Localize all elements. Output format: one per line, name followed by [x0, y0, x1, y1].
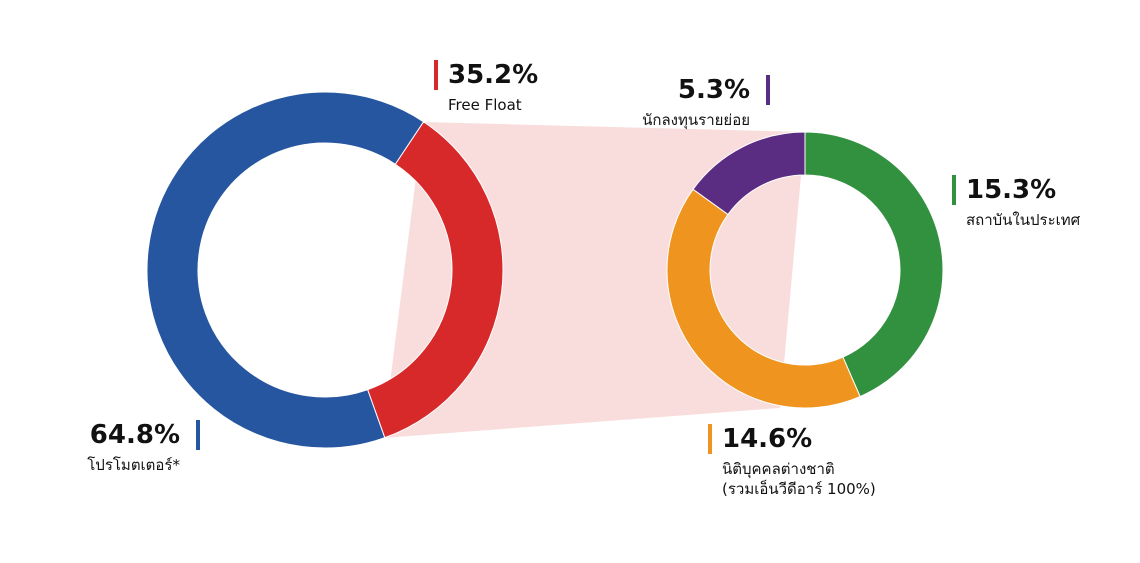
category-label: สถาบันในประเทศ — [966, 211, 1081, 229]
label-marker — [766, 75, 770, 105]
donut-slice — [692, 131, 806, 216]
value-label: 35.2% — [448, 60, 539, 90]
category-label: โปรโมตเตอร์* — [87, 456, 180, 474]
value-label: 15.3% — [966, 175, 1057, 205]
value-label: 5.3% — [677, 75, 750, 105]
label-marker — [952, 175, 956, 205]
category-label: นักลงทุนรายย่อย — [642, 111, 750, 129]
category-label: Free Float — [448, 96, 522, 114]
label-marker — [708, 424, 712, 454]
donut-slice — [804, 131, 944, 398]
label-marker — [196, 420, 200, 450]
value-label: 14.6% — [722, 424, 813, 454]
donut-slice — [146, 91, 425, 449]
label-marker — [434, 60, 438, 90]
donut-slice — [666, 188, 861, 409]
category-label: นิติบุคคลต่างชาติ (รวมเอ็นวีดีอาร์ 100%) — [722, 460, 876, 498]
donut-slice — [367, 121, 504, 439]
value-label: 64.8% — [89, 420, 180, 450]
